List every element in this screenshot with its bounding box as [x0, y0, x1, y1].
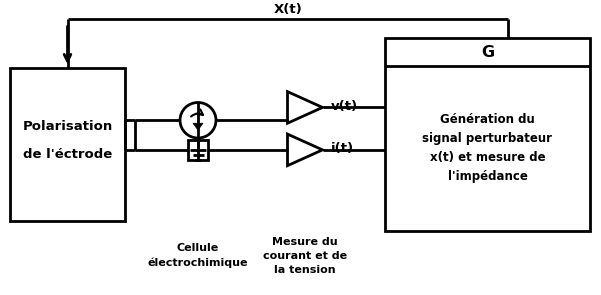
- Text: Cellule
électrochimique: Cellule électrochimique: [148, 243, 248, 268]
- Polygon shape: [193, 123, 203, 130]
- Text: Génération du
signal perturbateur
x(t) et mesure de
l'impédance: Génération du signal perturbateur x(t) e…: [423, 113, 552, 183]
- Text: de l'éctrode: de l'éctrode: [23, 148, 112, 161]
- Text: G: G: [481, 45, 494, 60]
- Text: i(t): i(t): [331, 142, 353, 155]
- Text: Polarisation: Polarisation: [22, 120, 112, 133]
- Text: Mesure du
courant et de
la tension: Mesure du courant et de la tension: [263, 237, 347, 275]
- Circle shape: [180, 102, 216, 138]
- Bar: [10, 68, 125, 221]
- Bar: [188, 140, 208, 160]
- Bar: [385, 38, 590, 231]
- Text: X(t): X(t): [273, 3, 302, 16]
- Text: v(t): v(t): [331, 100, 358, 113]
